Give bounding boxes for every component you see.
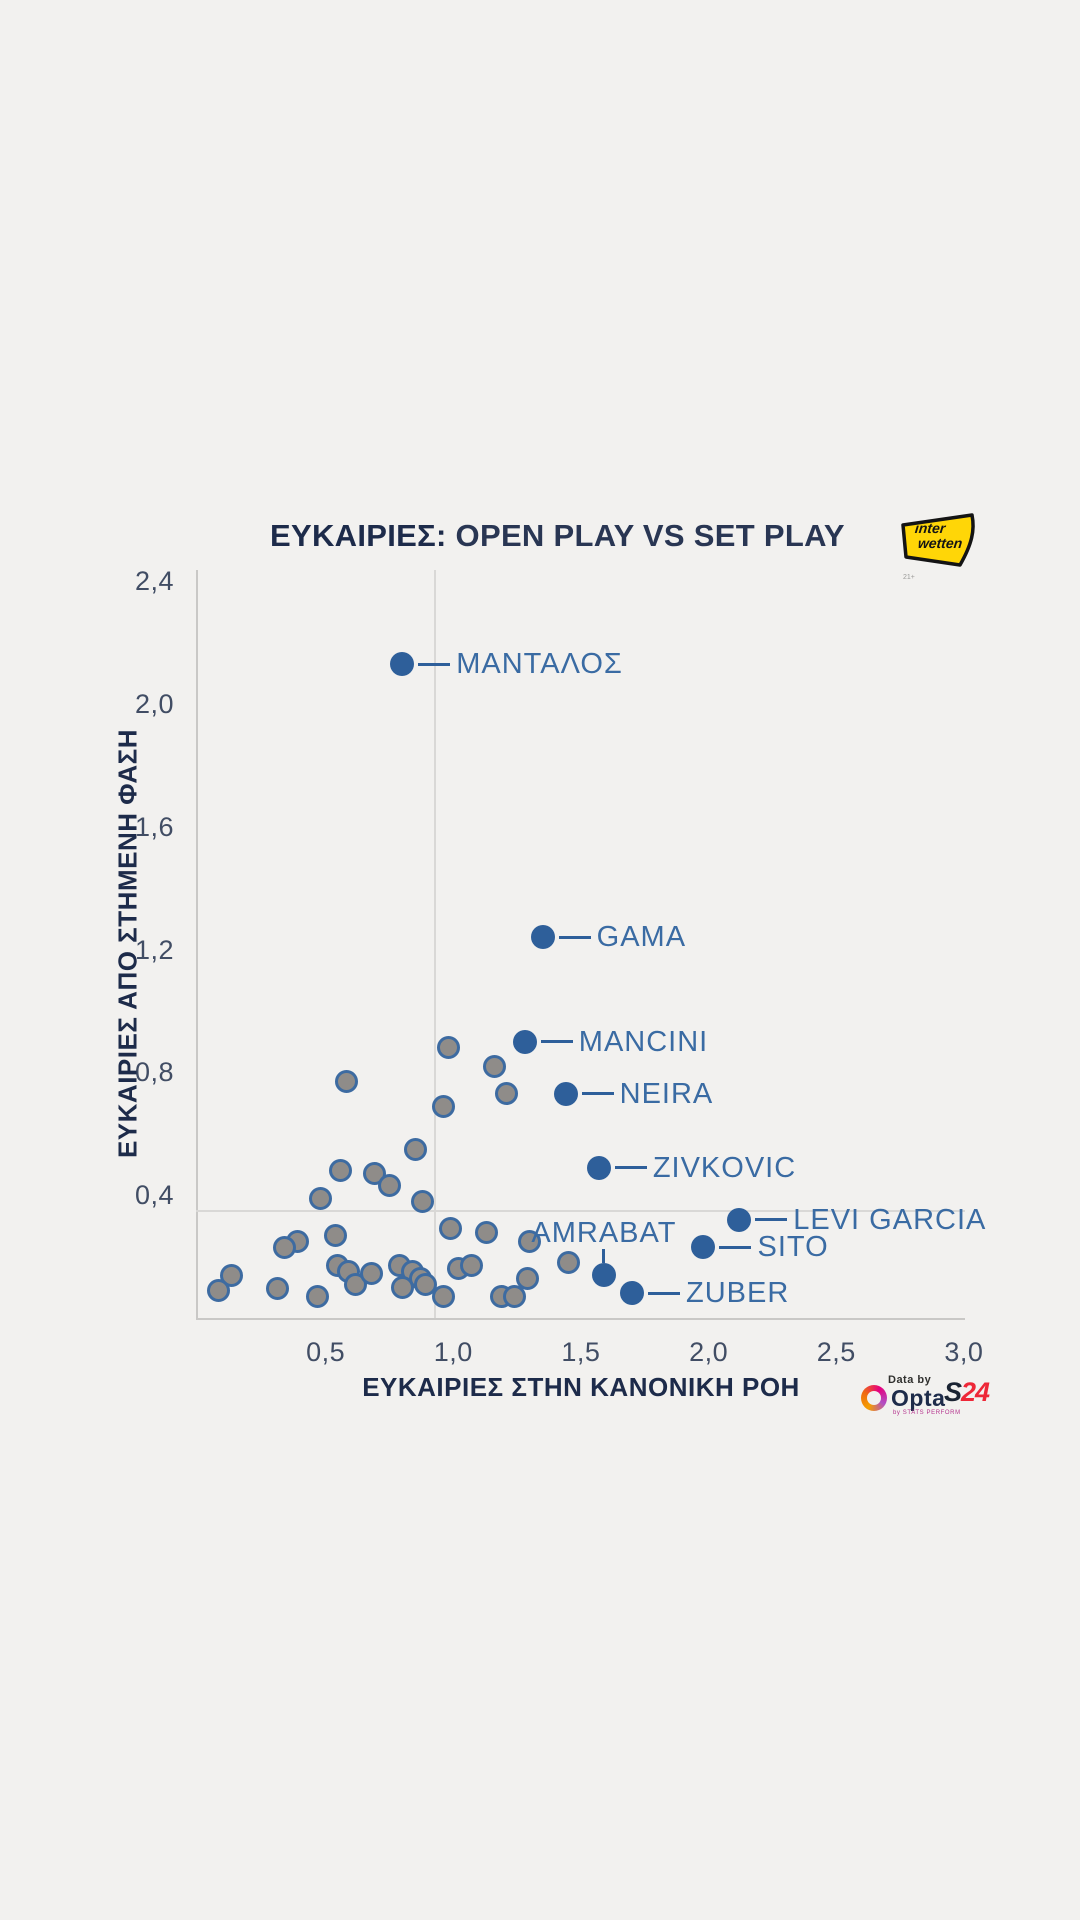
player-label: GAMA [596,921,687,954]
labeled-data-point [591,1263,616,1288]
player-label: ZUBER [686,1277,790,1310]
x-tick-label: 1,5 [561,1337,601,1367]
page-title: ΕΥΚΑΙΡΙΕΣ: OPEN PLAY VS SET PLAY [270,518,845,554]
opta-data-by-label: Data by [888,1374,932,1386]
labeled-data-point [620,1281,644,1306]
opta-stats-perform-label: by STATS PERFORM [893,1410,961,1416]
data-point [503,1285,527,1308]
player-label: NEIRA [619,1077,714,1110]
player-label: AMRABAT [531,1217,677,1250]
data-point [515,1266,539,1290]
data-point [377,1174,401,1198]
y-tick-label: 0,4 [134,1180,174,1211]
data-point [273,1235,297,1259]
player-label: ΜΑΝΤΑΛΟΣ [456,648,623,681]
data-point [334,1070,358,1094]
data-point [474,1220,498,1244]
y-tick-label: 0,8 [134,1057,174,1088]
label-leader-line [755,1218,788,1222]
opta-logo: Opta [891,1385,946,1411]
sport24-logo: S24 [944,1377,990,1408]
y-tick-label: 1,2 [134,934,174,965]
data-point [306,1285,330,1308]
interwetten-wordmark-line1: inter [914,520,947,536]
data-point [329,1159,353,1183]
avg-line-vertical [434,570,437,1318]
label-leader-line [719,1245,752,1249]
labeled-data-point [586,1155,611,1180]
sport24-logo-24: 24 [961,1377,990,1407]
data-point [439,1217,463,1241]
x-axis-title: ΕΥΚΑΙΡΙΕΣ ΣΤΗΝ ΚΑΝΟΝΙΚΗ ΡΟΗ [362,1372,800,1402]
x-tick-label: 3,0 [944,1337,984,1367]
player-label: SITO [757,1231,829,1264]
age-restriction-note: 21+ [903,574,915,581]
data-point [309,1186,333,1210]
avg-line-horizontal [196,1209,965,1212]
page-title-rest: OPEN PLAY VS SET PLAY [446,518,845,553]
label-leader-line [581,1092,614,1096]
interwetten-logo: inter wetten [899,512,979,572]
data-point [413,1272,437,1296]
label-leader-line [614,1166,647,1170]
x-axis-line [196,1318,965,1320]
sport24-logo-s: S [944,1377,962,1407]
data-point [431,1094,455,1118]
label-leader-line [602,1249,606,1264]
data-point [431,1285,455,1308]
x-tick-label: 2,0 [689,1337,729,1367]
data-point [411,1189,435,1213]
data-point [518,1229,542,1253]
data-point [206,1278,230,1302]
interwetten-wordmark-line2: wetten [917,535,964,551]
player-label: MANCINI [578,1025,709,1058]
data-point [459,1254,483,1278]
labeled-data-point [512,1029,537,1054]
labeled-data-point [691,1235,716,1260]
data-point [324,1223,348,1247]
x-tick-label: 1,0 [433,1337,473,1367]
data-point [390,1275,414,1299]
data-point [556,1251,580,1275]
data-point [403,1137,427,1161]
data-point [360,1261,384,1285]
player-label: LEVI GARCIA [793,1203,987,1236]
data-point [482,1054,506,1078]
opta-ring-icon [861,1385,887,1411]
x-tick-label: 2,5 [816,1337,856,1367]
labeled-data-point [727,1207,752,1232]
data-point [436,1036,460,1060]
data-point [265,1277,289,1301]
y-tick-label: 2,4 [134,566,174,597]
player-label: ZIVKOVIC [652,1151,797,1184]
y-axis-line [196,570,198,1320]
labeled-data-point [390,652,415,677]
y-axis-title: ΕΥΚΑΙΡΙΕΣ ΑΠΟ ΣΤΗΜΕΝΗ ΦΑΣΗ [112,728,143,1159]
label-leader-line [418,662,451,666]
x-tick-label: 0,5 [306,1337,346,1367]
page-title-emphasis: ΕΥΚΑΙΡΙΕΣ: [270,518,447,553]
y-tick-label: 1,6 [134,811,174,842]
data-point [495,1082,519,1106]
labeled-data-point [530,925,555,950]
interwetten-flag-icon [901,513,975,567]
labeled-data-point [553,1081,578,1106]
label-leader-line [648,1291,680,1295]
label-leader-line [558,935,591,939]
y-tick-label: 2,0 [134,689,174,719]
label-leader-line [540,1040,573,1044]
